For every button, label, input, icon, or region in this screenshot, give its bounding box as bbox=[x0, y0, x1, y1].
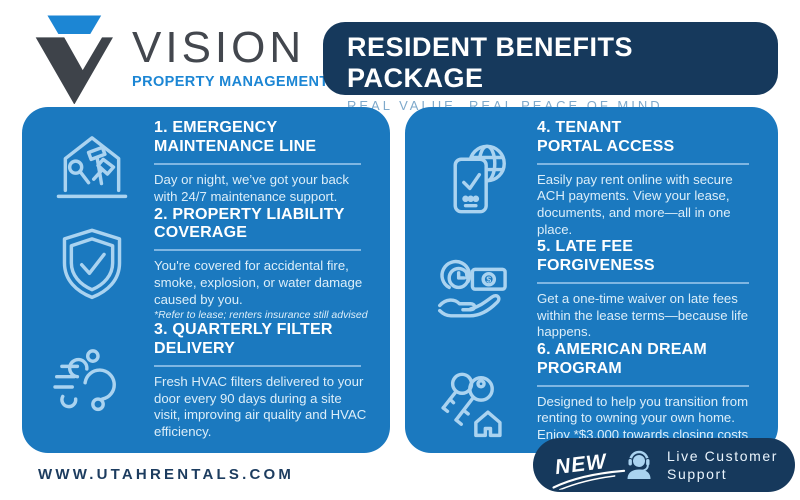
house-tools-icon bbox=[30, 119, 154, 205]
benefit-description: Day or night, we’ve got your back with 2… bbox=[154, 172, 349, 204]
title-divider bbox=[154, 365, 362, 368]
brand-tagline: PROPERTY MANAGEMENT bbox=[132, 74, 329, 90]
brand-text: VISION PROPERTY MANAGEMENT bbox=[132, 6, 329, 104]
benefit-text: 1. EMERGENCY MAINTENANCE LINE Day or nig… bbox=[154, 119, 382, 205]
header-banner: RESIDENT BENEFITS PACKAGE REAL VALUE, RE… bbox=[323, 22, 778, 113]
title-divider bbox=[154, 163, 362, 166]
benefit-title: 3. QUARTERLY FILTER DELIVERY bbox=[154, 321, 333, 358]
benefits-panel-left: 1. EMERGENCY MAINTENANCE LINE Day or nig… bbox=[22, 107, 390, 453]
benefit-title: 4. TENANT PORTAL ACCESS bbox=[537, 119, 675, 155]
customer-support-icon bbox=[627, 450, 651, 479]
benefit-title: 5. LATE FEE FORGIVENESS bbox=[537, 238, 655, 275]
live-support-badge: NEW Live Customer Support bbox=[533, 438, 795, 492]
benefit-item-emergency-maintenance: 1. EMERGENCY MAINTENANCE LINE Day or nig… bbox=[30, 119, 382, 205]
title-divider bbox=[537, 282, 750, 284]
svg-text:$: $ bbox=[486, 274, 491, 284]
title-divider bbox=[537, 162, 750, 165]
vision-logo-icon bbox=[35, 15, 113, 104]
brand-logo: VISION PROPERTY MANAGEMENT bbox=[34, 6, 329, 104]
benefit-text: 2. PROPERTY LIABILITY COVERAGE You're co… bbox=[154, 205, 382, 322]
swoosh-underline-icon bbox=[552, 469, 626, 491]
shield-check-icon bbox=[30, 220, 154, 306]
benefit-title: 2. PROPERTY LIABILITY COVERAGE bbox=[154, 205, 345, 242]
benefit-text: 4. TENANT PORTAL ACCESS Easily pay rent … bbox=[537, 119, 770, 238]
keys-house-icon bbox=[413, 358, 537, 444]
phone-globe-icon bbox=[413, 136, 537, 222]
website-url: WWW.UTAHRENTALS.COM bbox=[38, 466, 295, 483]
support-label: Live Customer Support bbox=[667, 447, 779, 482]
benefit-description: You're covered for accidental fire, smok… bbox=[154, 258, 363, 307]
new-flag: NEW bbox=[552, 450, 626, 491]
air-filter-icon bbox=[30, 338, 154, 424]
title-divider bbox=[537, 384, 750, 387]
benefit-text: 3. QUARTERLY FILTER DELIVERY Fresh HVAC … bbox=[154, 321, 382, 440]
benefit-item-tenant-portal: 4. TENANT PORTAL ACCESS Easily pay rent … bbox=[413, 119, 770, 238]
benefit-text: 5. LATE FEE FORGIVENESS Get a one-time w… bbox=[537, 238, 770, 341]
benefit-title: 1. EMERGENCY MAINTENANCE LINE bbox=[154, 119, 317, 156]
benefit-item-filter-delivery: 3. QUARTERLY FILTER DELIVERY Fresh HVAC … bbox=[30, 321, 382, 440]
benefit-note: *Refer to lease; renters insurance still… bbox=[154, 309, 368, 322]
benefit-description: Get a one-time waiver on late fees withi… bbox=[537, 291, 749, 340]
header-title: RESIDENT BENEFITS PACKAGE bbox=[347, 32, 634, 93]
benefit-description: Fresh HVAC filters delivered to your doo… bbox=[154, 374, 367, 440]
title-divider bbox=[154, 249, 362, 252]
benefit-description: Easily pay rent online with secure ACH p… bbox=[537, 171, 733, 237]
brand-name: VISION bbox=[132, 23, 306, 72]
hand-money-clock-icon: $ bbox=[413, 247, 537, 333]
benefit-item-liability-coverage: 2. PROPERTY LIABILITY COVERAGE You're co… bbox=[30, 205, 382, 322]
benefit-item-late-fee: $ 5. LATE FEE FORGIVENESS Get a one-time… bbox=[413, 238, 770, 341]
benefits-panel-right: 4. TENANT PORTAL ACCESS Easily pay rent … bbox=[405, 107, 778, 459]
benefit-title: 6. AMERICAN DREAM PROGRAM bbox=[537, 340, 707, 377]
